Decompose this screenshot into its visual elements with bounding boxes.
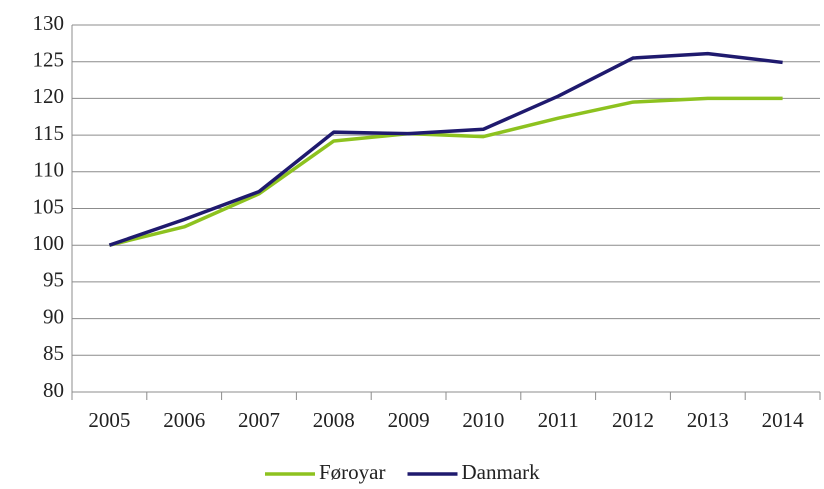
y-tick-label: 80 [43, 378, 64, 402]
x-tick-label: 2014 [762, 408, 805, 432]
y-tick-label: 110 [33, 158, 64, 182]
x-tick-label: 2013 [687, 408, 729, 432]
x-tick-label: 2007 [238, 408, 280, 432]
y-tick-label: 95 [43, 268, 64, 292]
y-tick-label: 130 [33, 11, 65, 35]
y-tick-label: 100 [33, 231, 65, 255]
data-line [108, 96, 783, 247]
y-tick-label: 105 [33, 194, 65, 218]
x-tick-label: 2011 [538, 408, 579, 432]
x-tick-label: 2008 [313, 408, 355, 432]
x-tick-label: 2005 [88, 408, 130, 432]
data-line [108, 51, 783, 247]
y-tick-label: 90 [43, 304, 64, 328]
y-tick-label: 85 [43, 341, 64, 365]
x-tick-label: 2009 [388, 408, 430, 432]
legend-label: Føroyar [319, 460, 386, 484]
x-tick-label: 2012 [612, 408, 654, 432]
y-tick-label: 120 [33, 84, 65, 108]
x-tick-label: 2006 [163, 408, 205, 432]
legend-label: Danmark [462, 460, 541, 484]
x-tick-label: 2010 [462, 408, 504, 432]
y-tick-label: 125 [33, 48, 65, 72]
y-tick-label: 115 [33, 121, 64, 145]
